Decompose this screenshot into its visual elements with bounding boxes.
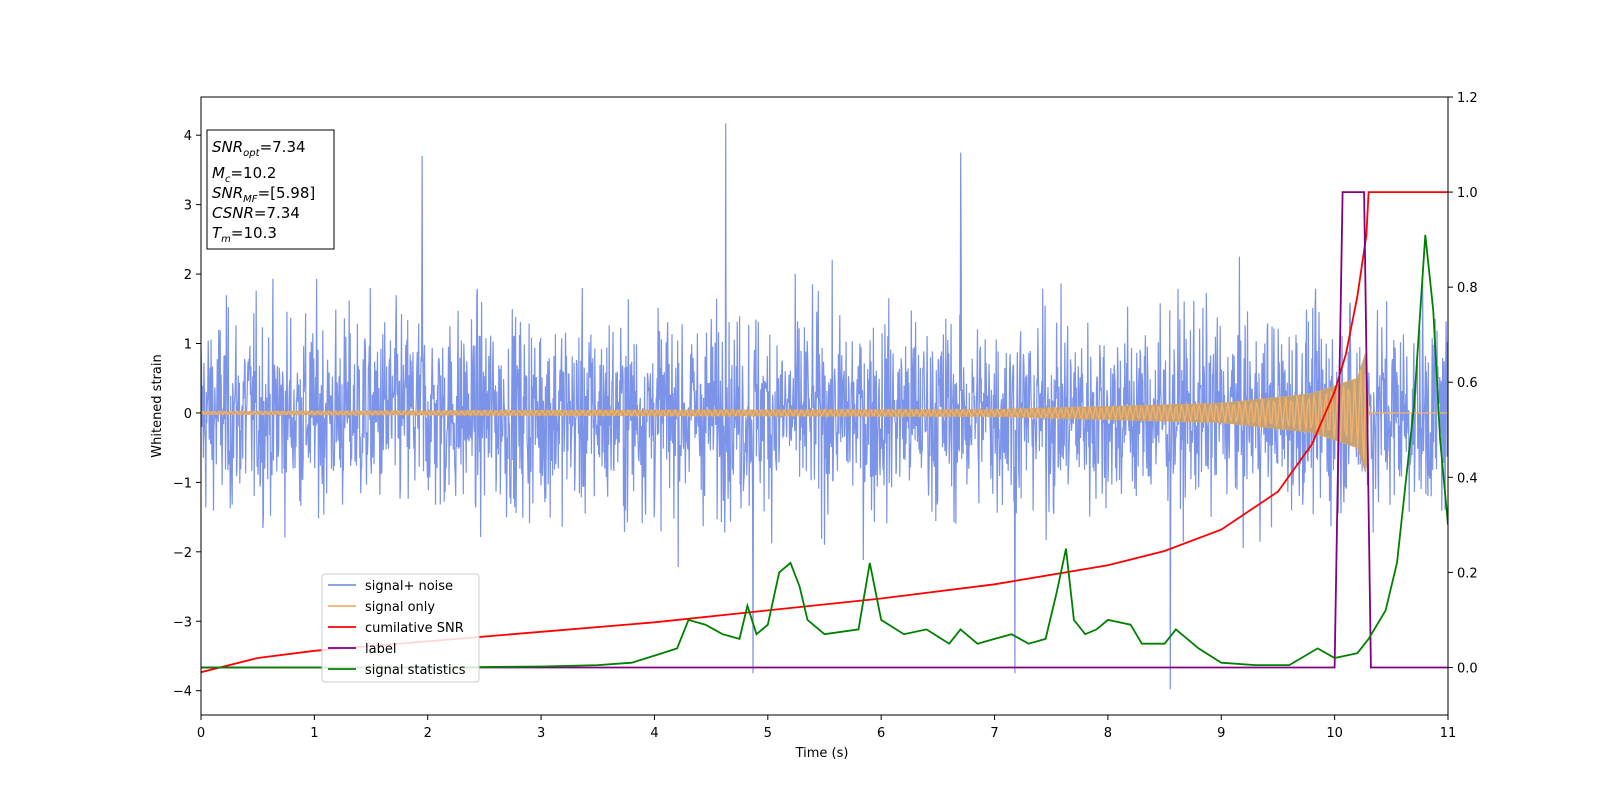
y-right-tick-label: 0.2 [1457, 566, 1478, 581]
info-mc: Mc=10.2 [212, 164, 276, 185]
legend-item-signal-only: signal only [328, 600, 435, 615]
legend-item-label: label [328, 642, 396, 657]
info-snr-mf: SNRMF=[5.98] [212, 184, 315, 205]
x-tick-label: 6 [877, 726, 885, 741]
y-left-tick-label: 3 [184, 199, 192, 214]
series-label-line [201, 191, 1448, 669]
plot-frame [200, 96, 1449, 716]
y-left-tick-label: −1 [173, 476, 192, 491]
y-right-tick-label: 0.4 [1457, 471, 1478, 486]
y-right-tick-label: 0.0 [1457, 661, 1478, 676]
x-tick-label: 11 [1440, 726, 1457, 741]
y-left-tick-label: −3 [173, 615, 192, 630]
y-axis-label: Whitened strain [150, 354, 165, 457]
x-axis-label: Time (s) [795, 746, 849, 761]
y-left-tick-label: 1 [184, 338, 192, 353]
x-tick-label: 2 [424, 726, 432, 741]
legend: signal+ noise signal only cumilative SNR… [321, 573, 480, 683]
svg-text:signal+ noise: signal+ noise [365, 579, 453, 594]
y-left-tick-label: 4 [184, 129, 192, 144]
svg-text:cumilative SNR: cumilative SNR [365, 621, 464, 636]
y-right-tick-label: 0.6 [1457, 376, 1478, 391]
x-tick-label: 7 [990, 726, 998, 741]
y-right-tick-label: 1.2 [1457, 91, 1478, 106]
x-tick-label: 1 [310, 726, 318, 741]
y-right-tick-label: 0.8 [1457, 281, 1478, 296]
info-snr-opt: SNRopt=7.34 [212, 138, 306, 159]
x-tick-label: 8 [1104, 726, 1112, 741]
series-signal-statistics-line [201, 234, 1448, 669]
svg-text:signal only: signal only [365, 600, 435, 615]
y-left-tick-label: −4 [173, 685, 192, 700]
legend-item-signal-statistics: signal statistics [328, 663, 466, 678]
x-tick-label: 4 [650, 726, 658, 741]
x-axis: 0 1 2 3 4 5 6 7 8 9 10 11 [197, 715, 1456, 741]
legend-item-signal-noise: signal+ noise [328, 579, 453, 594]
info-tm: Tm=10.3 [212, 224, 277, 245]
y-left-tick-label: −2 [173, 546, 192, 561]
info-box: SNRopt=7.34 Mc=10.2 SNRMF=[5.98] CSNR=7.… [206, 129, 335, 250]
series-signal-only-line [201, 369, 1448, 460]
svg-text:label: label [365, 642, 396, 657]
x-tick-label: 9 [1217, 726, 1225, 741]
x-tick-label: 5 [764, 726, 772, 741]
legend-item-cumilative-snr: cumilative SNR [328, 621, 464, 636]
y-axis-right: 0.0 0.2 0.4 0.6 0.8 1.0 1.2 [1448, 91, 1478, 676]
x-tick-label: 10 [1326, 726, 1343, 741]
y-left-tick-label: 0 [184, 407, 192, 422]
svg-text:signal statistics: signal statistics [365, 663, 466, 678]
x-tick-label: 0 [197, 726, 205, 741]
y-axis-left: −4 −3 −2 −1 0 1 2 3 4 [173, 129, 201, 700]
y-right-tick-label: 1.0 [1457, 186, 1478, 201]
x-tick-label: 3 [537, 726, 545, 741]
y-left-tick-label: 2 [184, 268, 192, 283]
info-csnr: CSNR=7.34 [212, 204, 300, 222]
